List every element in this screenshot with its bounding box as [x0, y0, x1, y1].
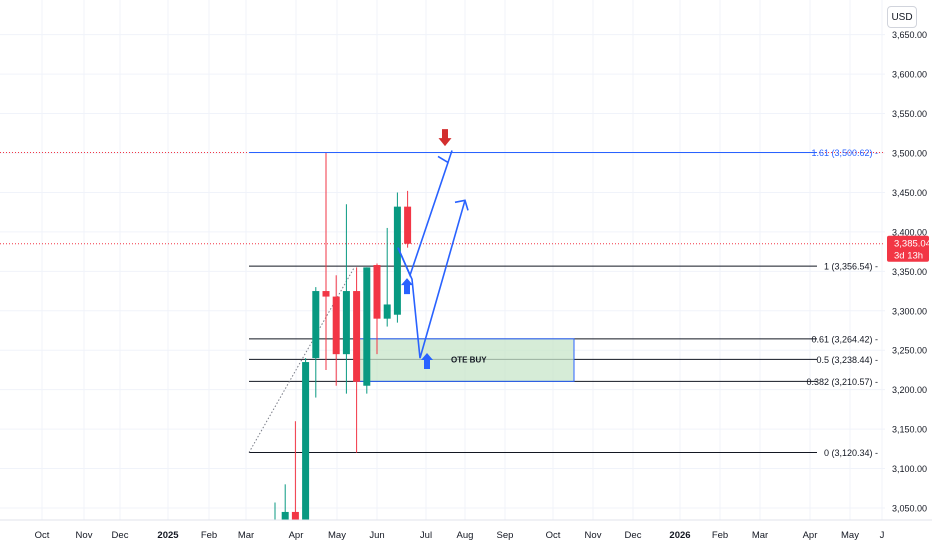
x-tick-label: Mar [238, 530, 254, 541]
y-tick-label: 3,650.00 [892, 30, 927, 40]
y-tick-label: 3,100.00 [892, 464, 927, 474]
price-axis-bg [885, 0, 932, 550]
y-tick-label: 3,300.00 [892, 306, 927, 316]
x-tick-label: Sep [497, 530, 514, 541]
buy-arrow-icon[interactable] [421, 353, 433, 370]
x-tick-label: May [841, 530, 859, 541]
y-tick-label: 3,500.00 [892, 149, 927, 159]
y-tick-label: 3,450.00 [892, 188, 927, 198]
y-tick-label: 3,550.00 [892, 109, 927, 119]
fib-label: 1 (3,356.54) - [824, 262, 878, 272]
candle-body [342, 291, 350, 355]
candle-body [353, 291, 361, 382]
x-tick-label: 2026 [669, 530, 690, 541]
candle-body [363, 267, 371, 386]
y-tick-label: 3,600.00 [892, 70, 927, 80]
fib-label: 0.382 (3,210.57) - [806, 377, 878, 387]
candle-body [322, 291, 330, 297]
current-price-badge [887, 235, 929, 262]
candle-body [312, 291, 320, 359]
x-tick-label: Oct [35, 530, 50, 541]
arrowhead-secondary [454, 199, 469, 211]
x-tick-label: Feb [201, 530, 217, 541]
countdown-label: 3d 13h [894, 251, 923, 262]
candle-body [302, 362, 310, 540]
y-tick-label: 3,400.00 [892, 227, 927, 237]
x-tick-label: Nov [585, 530, 602, 541]
currency-button[interactable]: USD [887, 6, 917, 28]
y-tick-label: 3,250.00 [892, 346, 927, 356]
x-tick-label: Aug [457, 530, 474, 541]
ote-zone-box[interactable] [355, 338, 575, 382]
x-tick-label: Dec [112, 530, 129, 541]
x-tick-label: Oct [546, 530, 561, 541]
x-tick-label: May [328, 530, 346, 541]
candle-body [383, 304, 391, 319]
y-tick-label: 3,150.00 [892, 425, 927, 435]
current-price-label: 3,385.04 [894, 239, 931, 250]
grid [0, 0, 885, 520]
fib-label: 0.61 (3,264.42) - [811, 334, 878, 344]
x-tick-label: Jun [369, 530, 384, 541]
fib-label: 0 (3,120.34) - [824, 448, 878, 458]
x-tick-label: Feb [712, 530, 728, 541]
x-tick-label: J [880, 530, 885, 541]
x-tick-label: Nov [76, 530, 93, 541]
x-tick-label: Apr [289, 530, 304, 541]
sell-arrow-icon[interactable] [438, 129, 452, 147]
time-axis-bg [0, 520, 932, 550]
ote-zone[interactable]: OTE BUY [355, 338, 575, 382]
fib-label: 1.61 (3,500.62) - [811, 148, 878, 158]
candle-body [373, 265, 381, 319]
y-tick-label: 3,350.00 [892, 267, 927, 277]
projection-arrows[interactable] [397, 129, 469, 370]
candles [271, 153, 412, 548]
y-tick-label: 3,050.00 [892, 504, 927, 514]
projection-path-1[interactable] [397, 162, 449, 278]
candle-body [393, 206, 401, 315]
x-tick-label: Jul [420, 530, 432, 541]
arrowhead-target [437, 150, 453, 164]
x-tick-label: Apr [803, 530, 818, 541]
ote-zone-label: OTE BUY [451, 355, 487, 364]
candle-body [404, 206, 412, 244]
x-tick-label: Mar [752, 530, 768, 541]
buy-arrow-icon[interactable] [401, 278, 413, 295]
candle-body [332, 296, 340, 355]
x-tick-label: 2025 [157, 530, 179, 541]
fib-label: 0.5 (3,238.44) - [816, 355, 878, 365]
y-tick-label: 3,200.00 [892, 385, 927, 395]
x-tick-label: Dec [625, 530, 642, 541]
